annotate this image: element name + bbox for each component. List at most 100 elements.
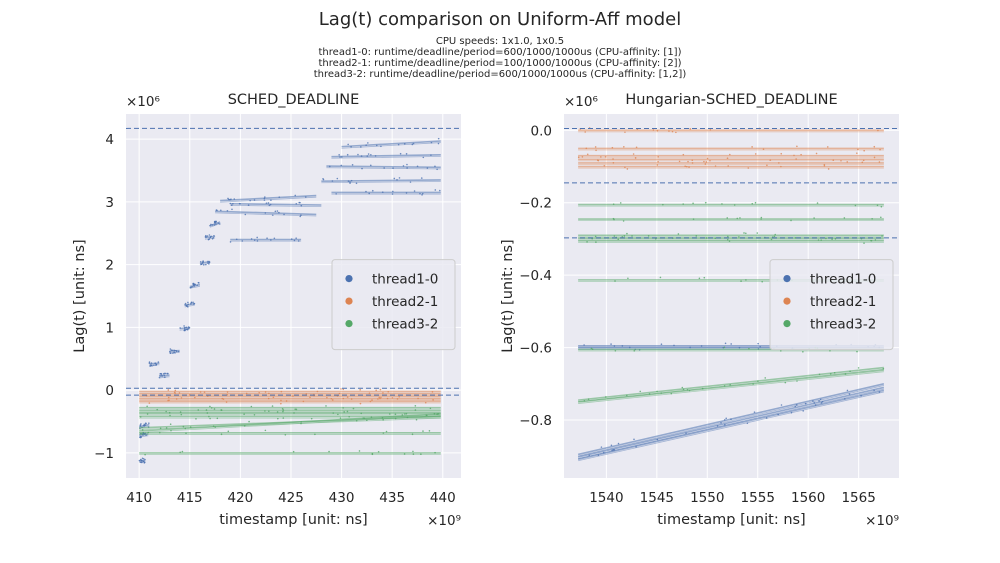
data-point-thread3-2 <box>779 350 782 352</box>
subtitle-line-1: CPU speeds: 1x1.0, 1x0.5 <box>436 36 564 47</box>
data-point-thread2-1 <box>199 391 202 393</box>
data-point-thread1-0 <box>213 224 216 226</box>
data-point-thread3-2 <box>659 276 662 279</box>
data-point-thread1-0 <box>588 454 590 456</box>
data-point-thread1-0 <box>878 391 881 393</box>
data-point-thread1-0 <box>406 167 408 169</box>
panel-title: SCHED_DEADLINE <box>228 92 360 108</box>
data-point-thread2-1 <box>148 402 151 404</box>
data-point-thread2-1 <box>652 129 655 131</box>
data-point-thread3-2 <box>371 453 374 456</box>
x-tick-label: 1565 <box>841 490 875 506</box>
legend-marker <box>783 275 791 283</box>
data-point-thread1-0 <box>229 202 232 205</box>
data-point-thread1-0 <box>247 204 250 206</box>
data-point-thread2-1 <box>688 166 690 168</box>
data-point-thread1-0 <box>795 404 798 406</box>
data-point-thread1-0 <box>265 202 268 204</box>
data-point-thread2-1 <box>371 399 373 401</box>
data-point-thread3-2 <box>831 238 833 240</box>
series-segment-thread1-0 <box>578 391 884 462</box>
data-point-thread1-0 <box>610 444 613 447</box>
data-point-thread3-2 <box>619 202 622 204</box>
data-point-thread3-2 <box>613 235 616 237</box>
data-point-thread3-2 <box>208 415 210 418</box>
data-point-thread1-0 <box>215 209 218 211</box>
data-point-thread3-2 <box>583 399 586 402</box>
data-point-thread1-0 <box>276 210 279 212</box>
data-point-thread1-0 <box>201 262 204 265</box>
data-point-thread2-1 <box>595 149 597 152</box>
data-point-thread3-2 <box>825 237 827 240</box>
data-point-thread2-1 <box>386 397 389 400</box>
data-point-thread1-0 <box>184 302 187 305</box>
y-tick-label: −0.6 <box>519 341 552 357</box>
data-point-thread2-1 <box>391 397 394 399</box>
data-point-thread2-1 <box>684 165 686 168</box>
data-point-thread3-2 <box>422 430 424 432</box>
data-point-thread2-1 <box>846 161 849 163</box>
data-point-thread1-0 <box>820 402 823 404</box>
series-segment-thread1-0 <box>326 165 441 169</box>
data-point-thread3-2 <box>834 237 837 240</box>
x-axis-label: timestamp [unit: ns] <box>219 512 367 528</box>
series-segment-thread1-0 <box>220 194 317 202</box>
data-point-thread1-0 <box>367 153 370 155</box>
data-point-thread1-0 <box>844 397 846 400</box>
data-point-thread3-2 <box>325 405 327 407</box>
data-point-thread2-1 <box>396 398 399 400</box>
data-point-thread1-0 <box>138 459 141 462</box>
data-point-thread3-2 <box>881 235 883 237</box>
data-point-thread2-1 <box>656 129 659 132</box>
data-point-thread2-1 <box>379 388 382 391</box>
data-point-thread1-0 <box>263 199 266 201</box>
data-point-thread3-2 <box>250 405 253 408</box>
data-point-thread3-2 <box>876 204 879 207</box>
legend-label: thread1-0 <box>810 272 876 288</box>
data-point-thread3-2 <box>870 240 873 242</box>
data-point-thread2-1 <box>861 161 864 164</box>
data-point-thread2-1 <box>167 396 170 399</box>
data-point-thread1-0 <box>143 461 146 464</box>
data-point-thread1-0 <box>204 236 207 238</box>
data-point-thread2-1 <box>857 148 859 151</box>
data-point-thread3-2 <box>342 407 344 409</box>
data-point-thread3-2 <box>748 347 750 350</box>
legend-marker <box>345 320 353 328</box>
data-point-thread1-0 <box>179 327 181 329</box>
data-point-thread1-0 <box>269 203 272 206</box>
y-offset-label: ×10⁶ <box>126 94 160 110</box>
data-point-thread1-0 <box>283 213 285 216</box>
data-point-thread3-2 <box>761 280 763 283</box>
data-point-thread2-1 <box>624 131 626 133</box>
data-point-thread3-2 <box>248 420 250 423</box>
data-point-thread1-0 <box>266 237 268 240</box>
data-point-thread2-1 <box>832 159 835 162</box>
data-point-thread1-0 <box>189 302 192 305</box>
data-point-thread1-0 <box>723 419 726 421</box>
panel-title: Hungarian-SCHED_DEADLINE <box>625 92 837 108</box>
data-point-thread3-2 <box>736 217 739 220</box>
data-point-thread2-1 <box>603 164 606 167</box>
data-point-thread1-0 <box>421 192 424 195</box>
data-point-thread2-1 <box>377 398 379 400</box>
data-point-thread2-1 <box>878 161 881 163</box>
data-point-thread2-1 <box>180 397 183 399</box>
data-point-thread2-1 <box>326 396 328 399</box>
data-point-thread1-0 <box>322 177 324 180</box>
data-point-thread3-2 <box>688 389 691 392</box>
data-point-thread1-0 <box>218 223 221 225</box>
data-point-thread1-0 <box>610 343 612 345</box>
data-point-thread3-2 <box>429 407 432 410</box>
data-point-thread3-2 <box>623 235 626 237</box>
data-point-thread2-1 <box>379 397 381 400</box>
data-point-thread3-2 <box>268 410 270 412</box>
data-point-thread1-0 <box>368 192 370 195</box>
data-point-thread3-2 <box>816 202 819 204</box>
legend-marker <box>783 297 791 305</box>
data-point-thread2-1 <box>671 130 674 133</box>
data-point-thread3-2 <box>295 408 298 411</box>
data-point-thread1-0 <box>300 214 302 216</box>
data-point-thread1-0 <box>421 194 423 196</box>
data-point-thread1-0 <box>158 376 161 379</box>
